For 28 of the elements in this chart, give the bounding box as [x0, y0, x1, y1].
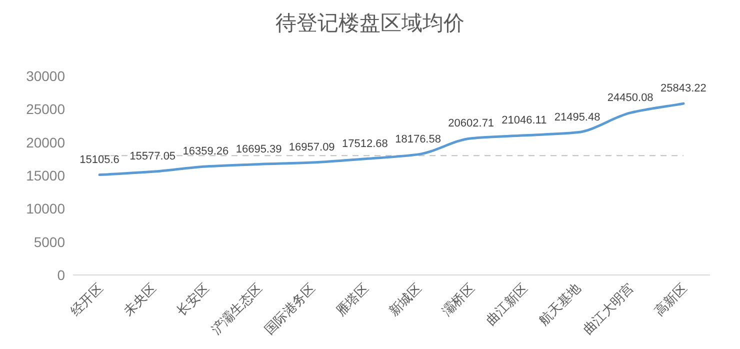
data-label: 16359.26 — [182, 145, 229, 158]
data-label: 20602.71 — [448, 117, 494, 130]
ytick: 10000 — [26, 200, 65, 217]
xtick: 新城区 — [386, 280, 424, 319]
title: 待登记楼盘区域均价 — [276, 12, 464, 35]
data-label: 15105.6 — [80, 154, 120, 166]
xtick: 雁塔区 — [332, 280, 372, 319]
ytick: 5000 — [34, 234, 65, 250]
data-label: 24450.08 — [607, 92, 654, 104]
data-label: 25843.22 — [660, 82, 706, 95]
data-label: 16695.39 — [236, 143, 282, 156]
ytick: 25000 — [26, 101, 65, 118]
data-label: 17512.68 — [342, 138, 388, 150]
xtick: 高新区 — [651, 280, 690, 319]
xtick: 曲江新区 — [482, 280, 530, 328]
xtick: 经开区 — [67, 280, 106, 319]
data-label: 16957.09 — [288, 142, 335, 154]
data-label: 21046.11 — [502, 114, 547, 126]
data-label: 18176.58 — [395, 133, 441, 146]
ytick: 0 — [57, 267, 65, 283]
xtick: 灞桥区 — [439, 280, 478, 319]
data-label: 15577.05 — [130, 150, 176, 163]
xtick: 未央区 — [120, 280, 159, 319]
xtick: 航天基地 — [536, 280, 584, 328]
data-label: 21495.48 — [554, 111, 600, 124]
ytick: 30000 — [26, 68, 65, 84]
ytick: 15000 — [26, 168, 65, 184]
ytick: 20000 — [26, 134, 65, 150]
